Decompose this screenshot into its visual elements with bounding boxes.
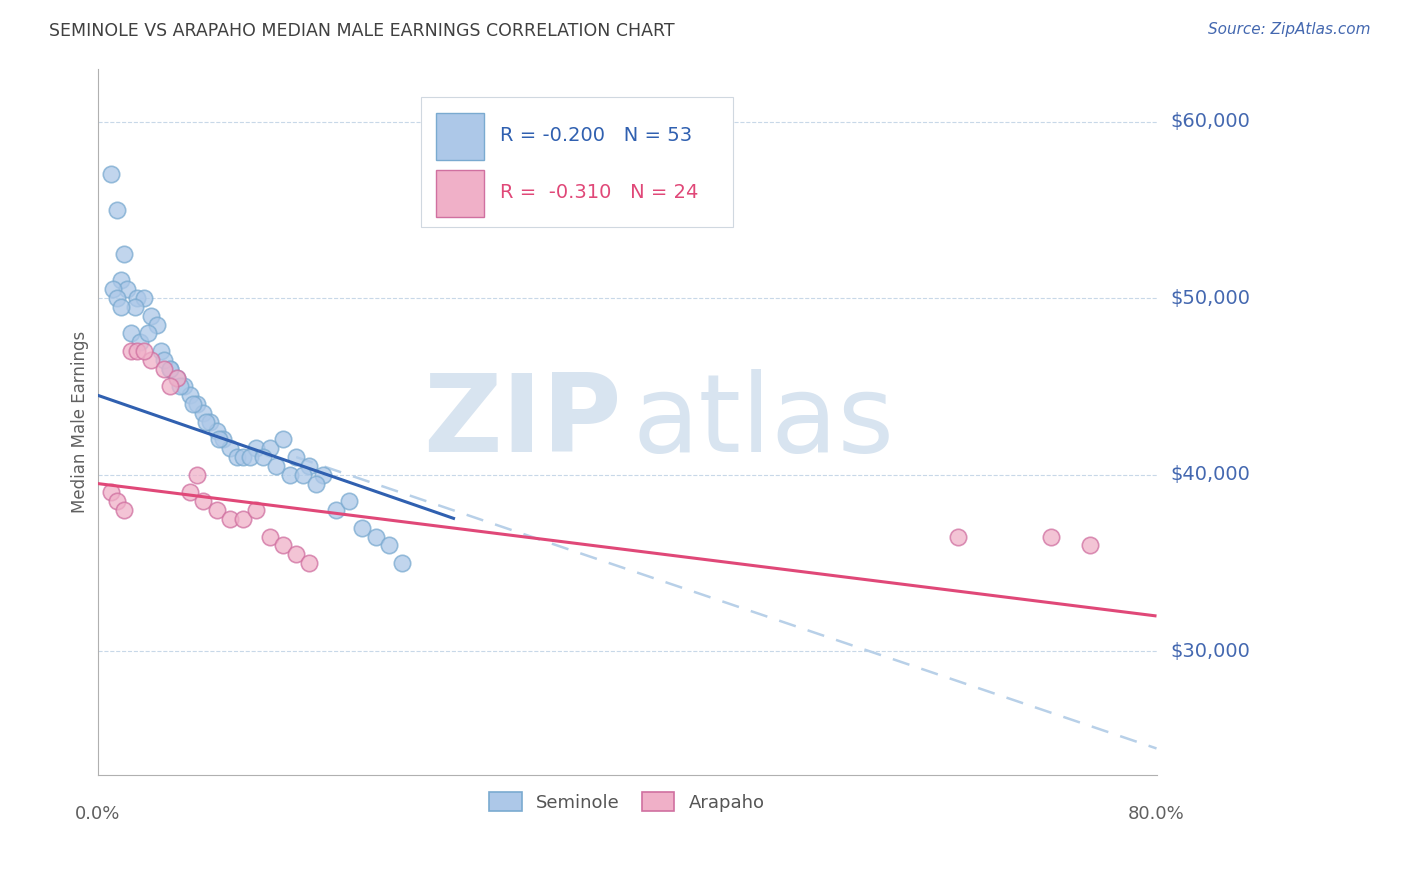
Point [124,300,146,314]
Point [179,485,201,500]
Point [232,512,254,526]
Point [271,538,294,552]
Point [212,433,235,447]
FancyBboxPatch shape [436,113,484,161]
Point [115,282,138,296]
Point [146,318,169,332]
Point [239,450,262,464]
Point [100,168,122,182]
Point [337,494,360,508]
Point [152,352,174,367]
Text: SEMINOLE VS ARAPAHO MEDIAN MALE EARNINGS CORRELATION CHART: SEMINOLE VS ARAPAHO MEDIAN MALE EARNINGS… [49,22,675,40]
Point [132,344,155,359]
Point [225,450,247,464]
Point [127,291,149,305]
Point [205,503,228,517]
Point [252,450,274,464]
Point [169,379,191,393]
Point [152,361,174,376]
Point [391,556,413,570]
Point [259,529,281,543]
Point [103,282,125,296]
Point [159,361,181,376]
Point [193,494,215,508]
FancyBboxPatch shape [420,96,733,227]
Point [219,512,242,526]
Point [100,485,122,500]
Text: $30,000: $30,000 [1170,642,1250,661]
Legend: Seminole, Arapaho: Seminole, Arapaho [482,785,772,819]
Text: ZIP: ZIP [423,368,621,475]
Point [173,379,195,393]
Point [271,433,294,447]
Point [107,202,129,217]
Point [159,361,181,376]
Point [195,415,218,429]
Point [1078,538,1101,552]
Y-axis label: Median Male Earnings: Median Male Earnings [72,331,89,513]
Point [219,441,242,455]
Point [264,458,287,473]
FancyBboxPatch shape [436,169,484,217]
Point [1039,529,1062,543]
Point [181,397,204,411]
Point [112,247,135,261]
Point [352,521,374,535]
Point [166,370,188,384]
Point [298,556,321,570]
Point [311,467,333,482]
Point [127,344,149,359]
Text: Source: ZipAtlas.com: Source: ZipAtlas.com [1208,22,1371,37]
Point [186,467,208,482]
Text: atlas: atlas [633,368,894,475]
Point [285,450,308,464]
Point [107,494,129,508]
Point [245,441,267,455]
Text: R =  -0.310   N = 24: R = -0.310 N = 24 [501,183,699,202]
Point [305,476,328,491]
Point [129,335,152,350]
Point [278,467,301,482]
Point [232,450,254,464]
Point [120,326,142,341]
Point [364,529,387,543]
Text: 80.0%: 80.0% [1128,805,1185,823]
Point [186,397,208,411]
Point [132,291,155,305]
Point [112,503,135,517]
Text: $50,000: $50,000 [1170,289,1250,308]
Point [298,458,321,473]
Point [198,415,221,429]
Point [179,388,201,402]
Point [150,344,173,359]
Point [208,433,231,447]
Point [378,538,401,552]
Point [285,547,308,561]
Text: R = -0.200   N = 53: R = -0.200 N = 53 [501,126,692,145]
Text: $60,000: $60,000 [1170,112,1250,131]
Point [166,370,188,384]
Point [120,344,142,359]
Point [107,291,129,305]
Point [259,441,281,455]
Point [946,529,969,543]
Point [205,424,228,438]
Point [245,503,267,517]
Point [139,352,162,367]
Point [159,379,181,393]
Text: 0.0%: 0.0% [75,805,121,823]
Point [110,300,132,314]
Point [110,273,132,287]
Point [139,309,162,323]
Point [193,406,215,420]
Point [136,326,159,341]
Point [291,467,314,482]
Point [325,503,347,517]
Text: $40,000: $40,000 [1170,466,1250,484]
